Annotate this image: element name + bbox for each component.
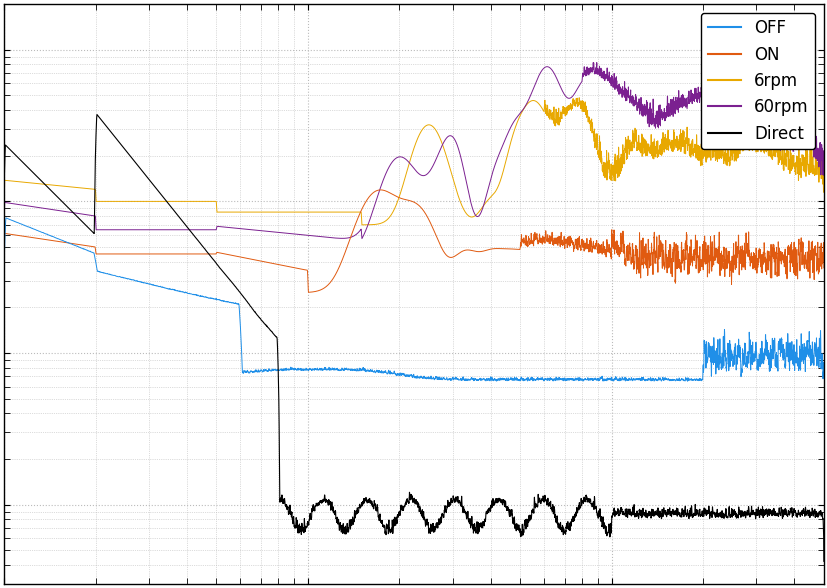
60rpm: [610, 82, 620, 89]
Line: OFF: OFF: [4, 218, 823, 381]
6rpm: [312, 209, 322, 216]
ON: [490, 245, 500, 252]
OFF: [532, 375, 542, 382]
60rpm: [312, 233, 322, 240]
ON: [375, 186, 385, 193]
60rpm: [672, 101, 682, 108]
OFF: [672, 377, 682, 384]
Direct: [610, 509, 620, 516]
Line: 60rpm: 60rpm: [4, 62, 823, 293]
ON: [304, 289, 313, 296]
Direct: [0, 205, 9, 212]
ON: [672, 251, 682, 258]
Line: 6rpm: 6rpm: [4, 98, 823, 272]
Line: Direct: Direct: [4, 115, 823, 562]
Legend: OFF, ON, 6rpm, 60rpm, Direct: OFF, ON, 6rpm, 60rpm, Direct: [700, 12, 815, 149]
60rpm: [532, 76, 542, 83]
6rpm: [532, 99, 542, 106]
6rpm: [574, 94, 584, 101]
ON: [532, 235, 542, 242]
OFF: [1, 215, 11, 222]
Direct: [818, 558, 827, 565]
OFF: [312, 365, 322, 372]
Direct: [148, 181, 158, 188]
OFF: [681, 377, 691, 385]
6rpm: [148, 198, 158, 205]
60rpm: [148, 226, 158, 233]
Direct: [532, 503, 542, 510]
6rpm: [672, 146, 682, 153]
60rpm: [490, 159, 500, 166]
Line: ON: ON: [4, 190, 823, 292]
OFF: [818, 372, 827, 379]
6rpm: [818, 186, 827, 193]
ON: [312, 288, 322, 295]
Direct: [490, 495, 500, 502]
6rpm: [490, 188, 500, 195]
60rpm: [0, 290, 9, 297]
6rpm: [0, 268, 9, 275]
Direct: [312, 502, 322, 509]
Direct: [92, 111, 102, 118]
60rpm: [588, 59, 598, 66]
ON: [148, 250, 158, 258]
OFF: [148, 281, 158, 288]
Direct: [672, 510, 682, 517]
6rpm: [610, 158, 620, 165]
ON: [0, 280, 9, 287]
ON: [610, 242, 620, 249]
OFF: [490, 376, 500, 383]
ON: [818, 264, 827, 271]
OFF: [610, 375, 620, 382]
OFF: [0, 283, 9, 290]
60rpm: [818, 172, 827, 179]
